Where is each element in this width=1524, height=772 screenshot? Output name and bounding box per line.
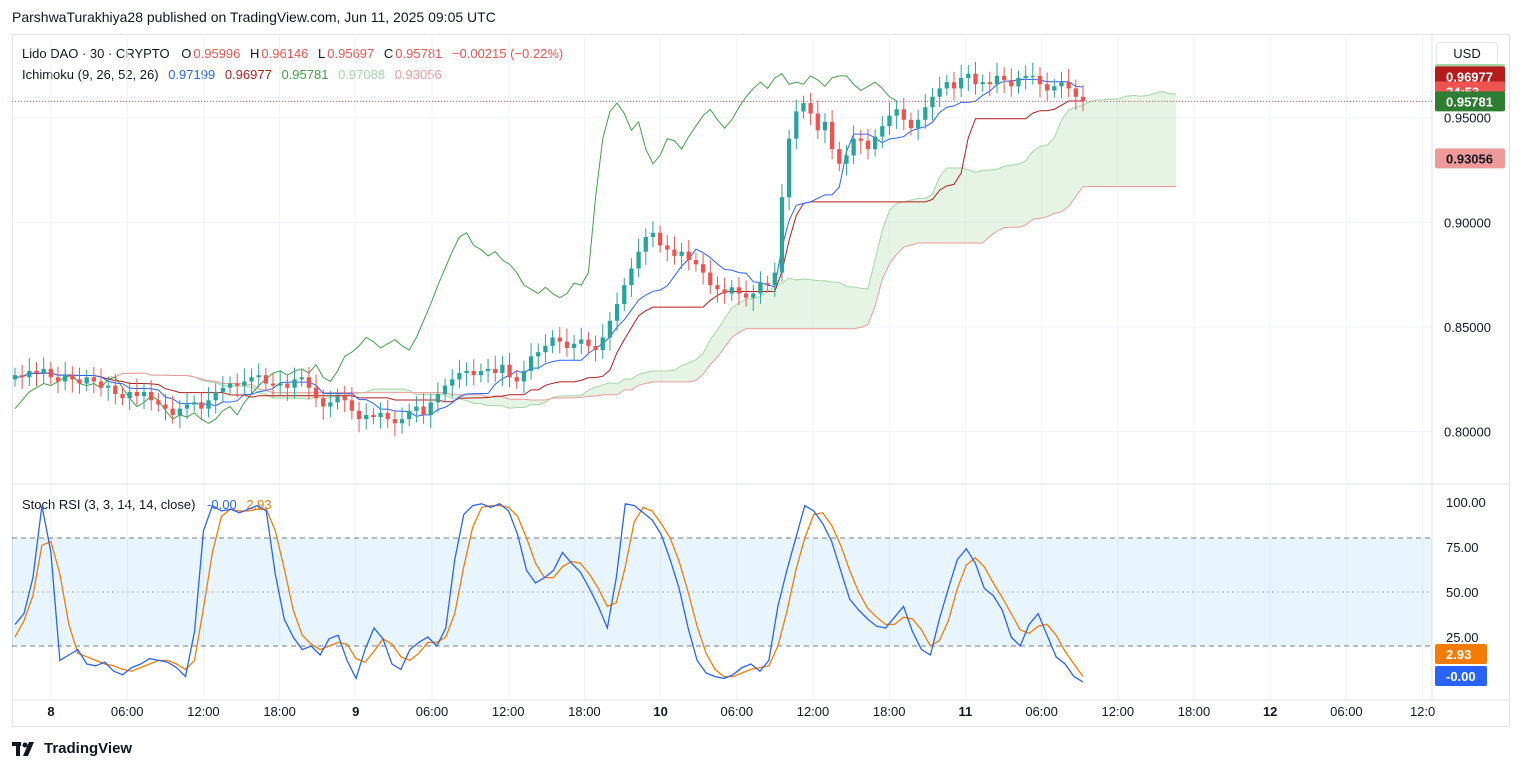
stoch-k-value: -0.00 <box>207 497 237 512</box>
stoch-d-value: 2.93 <box>246 497 272 512</box>
ichimoku-kijun-value: 0.96977 <box>224 67 272 82</box>
low-label: L <box>318 46 326 61</box>
ichimoku-spanA-value: 0.97088 <box>338 67 386 82</box>
close-value: 0.95781 <box>395 46 443 61</box>
open-label: O <box>181 46 192 61</box>
ichimoku-legend: Ichimoku (9, 26, 52, 26) 0.97199 0.96977… <box>22 67 444 82</box>
chart-frame <box>12 34 1510 727</box>
symbol-name: Lido DAO · 30 · CRYPTO <box>22 46 170 61</box>
open-value: 0.95996 <box>193 46 241 61</box>
tradingview-logo-icon <box>12 741 34 756</box>
footer-brand-text: TradingView <box>44 740 133 757</box>
currency-button[interactable]: USD <box>1436 42 1498 66</box>
stoch-legend: Stoch RSI (3, 3, 14, 14, close) -0.00 2.… <box>22 497 274 512</box>
high-label: H <box>250 46 260 61</box>
ichimoku-spanB-value: 0.93056 <box>394 67 442 82</box>
close-label: C <box>383 46 394 61</box>
change-value: −0.00215 (−0.22%) <box>451 46 564 61</box>
stoch-label: Stoch RSI (3, 3, 14, 14, close) <box>22 497 196 512</box>
ichimoku-chikou-value: 0.95781 <box>281 67 329 82</box>
ichimoku-label: Ichimoku (9, 26, 52, 26) <box>22 67 159 82</box>
low-value: 0.95697 <box>327 46 375 61</box>
ichimoku-tenkan-value: 0.97199 <box>168 67 216 82</box>
publisher-header: ParshwaTurakhiya28 published on TradingV… <box>12 9 496 25</box>
symbol-legend: Lido DAO · 30 · CRYPTO O 0.95996 H 0.96146… <box>22 46 565 61</box>
high-value: 0.96146 <box>261 46 309 61</box>
footer-brand: TradingView <box>12 740 132 757</box>
